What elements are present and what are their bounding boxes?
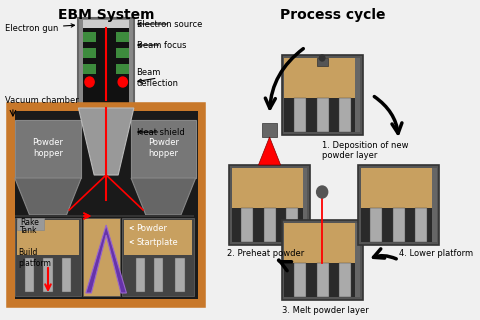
Circle shape [317,186,328,198]
FancyBboxPatch shape [9,105,203,305]
FancyBboxPatch shape [15,120,81,178]
Text: Electron source: Electron source [137,20,202,28]
FancyBboxPatch shape [370,208,382,242]
Text: Vacuum chamber: Vacuum chamber [5,96,78,105]
Text: Tank: Tank [20,226,38,235]
FancyBboxPatch shape [415,208,427,242]
Text: Heat shield: Heat shield [137,127,184,137]
FancyBboxPatch shape [232,168,307,208]
Text: 4. Lower platform: 4. Lower platform [399,249,473,258]
FancyBboxPatch shape [25,258,34,292]
Text: Powder
hopper: Powder hopper [33,138,63,158]
FancyBboxPatch shape [317,263,329,297]
FancyBboxPatch shape [432,168,437,242]
FancyBboxPatch shape [241,208,253,242]
Text: Powder: Powder [130,223,168,233]
FancyBboxPatch shape [355,223,360,297]
Text: EBM System: EBM System [58,8,155,22]
Circle shape [85,77,94,87]
Polygon shape [78,108,134,175]
FancyBboxPatch shape [361,168,437,242]
FancyBboxPatch shape [294,98,306,132]
FancyBboxPatch shape [136,258,145,292]
FancyBboxPatch shape [116,64,129,74]
FancyBboxPatch shape [294,263,306,297]
FancyBboxPatch shape [83,20,129,108]
FancyBboxPatch shape [317,58,328,66]
FancyBboxPatch shape [122,218,194,296]
FancyBboxPatch shape [284,58,360,98]
Text: Powder
hopper: Powder hopper [148,138,179,158]
Text: Startplate: Startplate [130,237,179,246]
Text: 3. Melt powder layer: 3. Melt powder layer [282,306,368,315]
FancyBboxPatch shape [262,123,277,137]
FancyBboxPatch shape [62,258,71,292]
Text: Build
platform: Build platform [18,248,51,268]
Text: 2. Preheat powder: 2. Preheat powder [227,249,304,258]
Text: Electron gun: Electron gun [5,23,74,33]
FancyBboxPatch shape [116,32,129,42]
Circle shape [118,77,127,87]
FancyBboxPatch shape [83,20,129,28]
FancyBboxPatch shape [15,215,194,217]
FancyBboxPatch shape [339,98,351,132]
FancyBboxPatch shape [303,168,307,242]
FancyBboxPatch shape [83,32,96,42]
FancyBboxPatch shape [284,58,360,132]
FancyBboxPatch shape [355,58,360,132]
Text: Beam focus: Beam focus [137,41,186,50]
FancyBboxPatch shape [15,218,81,296]
FancyBboxPatch shape [43,258,53,292]
FancyBboxPatch shape [229,165,310,245]
FancyBboxPatch shape [78,18,134,110]
Text: Process cycle: Process cycle [279,8,385,22]
FancyBboxPatch shape [131,120,196,178]
Polygon shape [86,225,126,293]
FancyBboxPatch shape [264,208,276,242]
FancyBboxPatch shape [393,208,405,242]
FancyBboxPatch shape [317,98,329,132]
FancyBboxPatch shape [284,223,360,263]
FancyBboxPatch shape [83,218,120,296]
FancyBboxPatch shape [154,258,163,292]
FancyBboxPatch shape [17,218,44,230]
FancyBboxPatch shape [124,220,192,255]
FancyBboxPatch shape [83,64,96,74]
Polygon shape [131,178,196,215]
FancyBboxPatch shape [17,220,79,255]
FancyBboxPatch shape [286,208,298,242]
FancyBboxPatch shape [284,223,360,297]
FancyBboxPatch shape [339,263,351,297]
FancyBboxPatch shape [83,48,96,58]
FancyBboxPatch shape [282,220,363,300]
FancyBboxPatch shape [116,48,129,58]
FancyBboxPatch shape [232,168,307,242]
Polygon shape [258,137,281,165]
Circle shape [319,55,325,61]
Text: Beam
deflection: Beam deflection [137,68,179,88]
FancyBboxPatch shape [175,258,185,292]
Polygon shape [15,178,81,215]
Text: Rake: Rake [20,218,39,227]
FancyBboxPatch shape [361,168,437,208]
FancyBboxPatch shape [358,165,439,245]
FancyBboxPatch shape [282,55,363,135]
FancyBboxPatch shape [15,111,198,299]
Text: 1. Deposition of new
powder layer: 1. Deposition of new powder layer [322,141,408,160]
